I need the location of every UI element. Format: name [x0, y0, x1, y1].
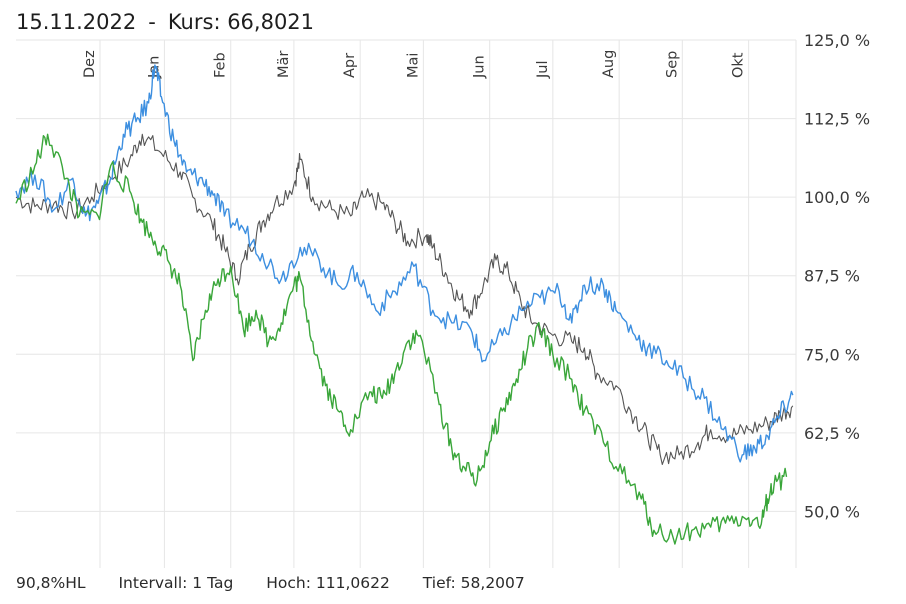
- series-line-gray: [15, 133, 794, 466]
- month-label: Mai: [405, 53, 421, 78]
- month-label: Aug: [601, 50, 617, 78]
- header-separator: -: [148, 10, 156, 34]
- y-tick-label: 87,5 %: [804, 267, 860, 286]
- month-label: Feb: [213, 52, 229, 78]
- month-label: Dez: [82, 50, 98, 78]
- y-tick-label: 100,0 %: [804, 188, 870, 207]
- month-label: Jun: [472, 55, 488, 79]
- header-kurs: Kurs: 66,8021: [167, 10, 315, 34]
- x-axis-month-labels: Dez Jan Feb Mär Apr Mai Jun Jul Aug Sep Okt: [82, 50, 747, 79]
- footer-hl: 90,8%HL: [16, 574, 86, 592]
- y-tick-label: 112,5 %: [804, 110, 870, 129]
- header-date: 15.11.2022: [16, 10, 137, 34]
- footer-interval: Intervall: 1 Tag: [118, 574, 234, 592]
- chart-footer: 90,8%HL Intervall: 1 Tag Hoch: 111,0622 …: [16, 574, 553, 592]
- footer-tief: Tief: 58,2007: [422, 574, 525, 592]
- vertical-gridlines: [99, 40, 797, 568]
- y-tick-label: 50,0 %: [804, 502, 860, 521]
- y-tick-label: 62,5 %: [804, 424, 860, 443]
- month-label: Mär: [276, 51, 292, 78]
- series-line-green: [15, 133, 788, 545]
- month-label: Sep: [664, 51, 680, 78]
- y-tick-label: 125,0 %: [804, 31, 870, 50]
- y-axis-tick-labels: 125,0 % 112,5 % 100,0 % 87,5 % 75,0 % 62,5 % 5…: [804, 31, 870, 521]
- series-line-blue: [15, 64, 794, 463]
- series-lines: [15, 64, 794, 545]
- footer-hoch: Hoch: 111,0622: [266, 574, 390, 592]
- y-tick-label: 75,0 %: [804, 345, 860, 364]
- month-label: Jul: [535, 61, 551, 80]
- month-label: Okt: [731, 52, 747, 78]
- month-label: Apr: [342, 53, 358, 78]
- chart-header: 15.11.2022- Kurs: 66,8021: [16, 10, 314, 34]
